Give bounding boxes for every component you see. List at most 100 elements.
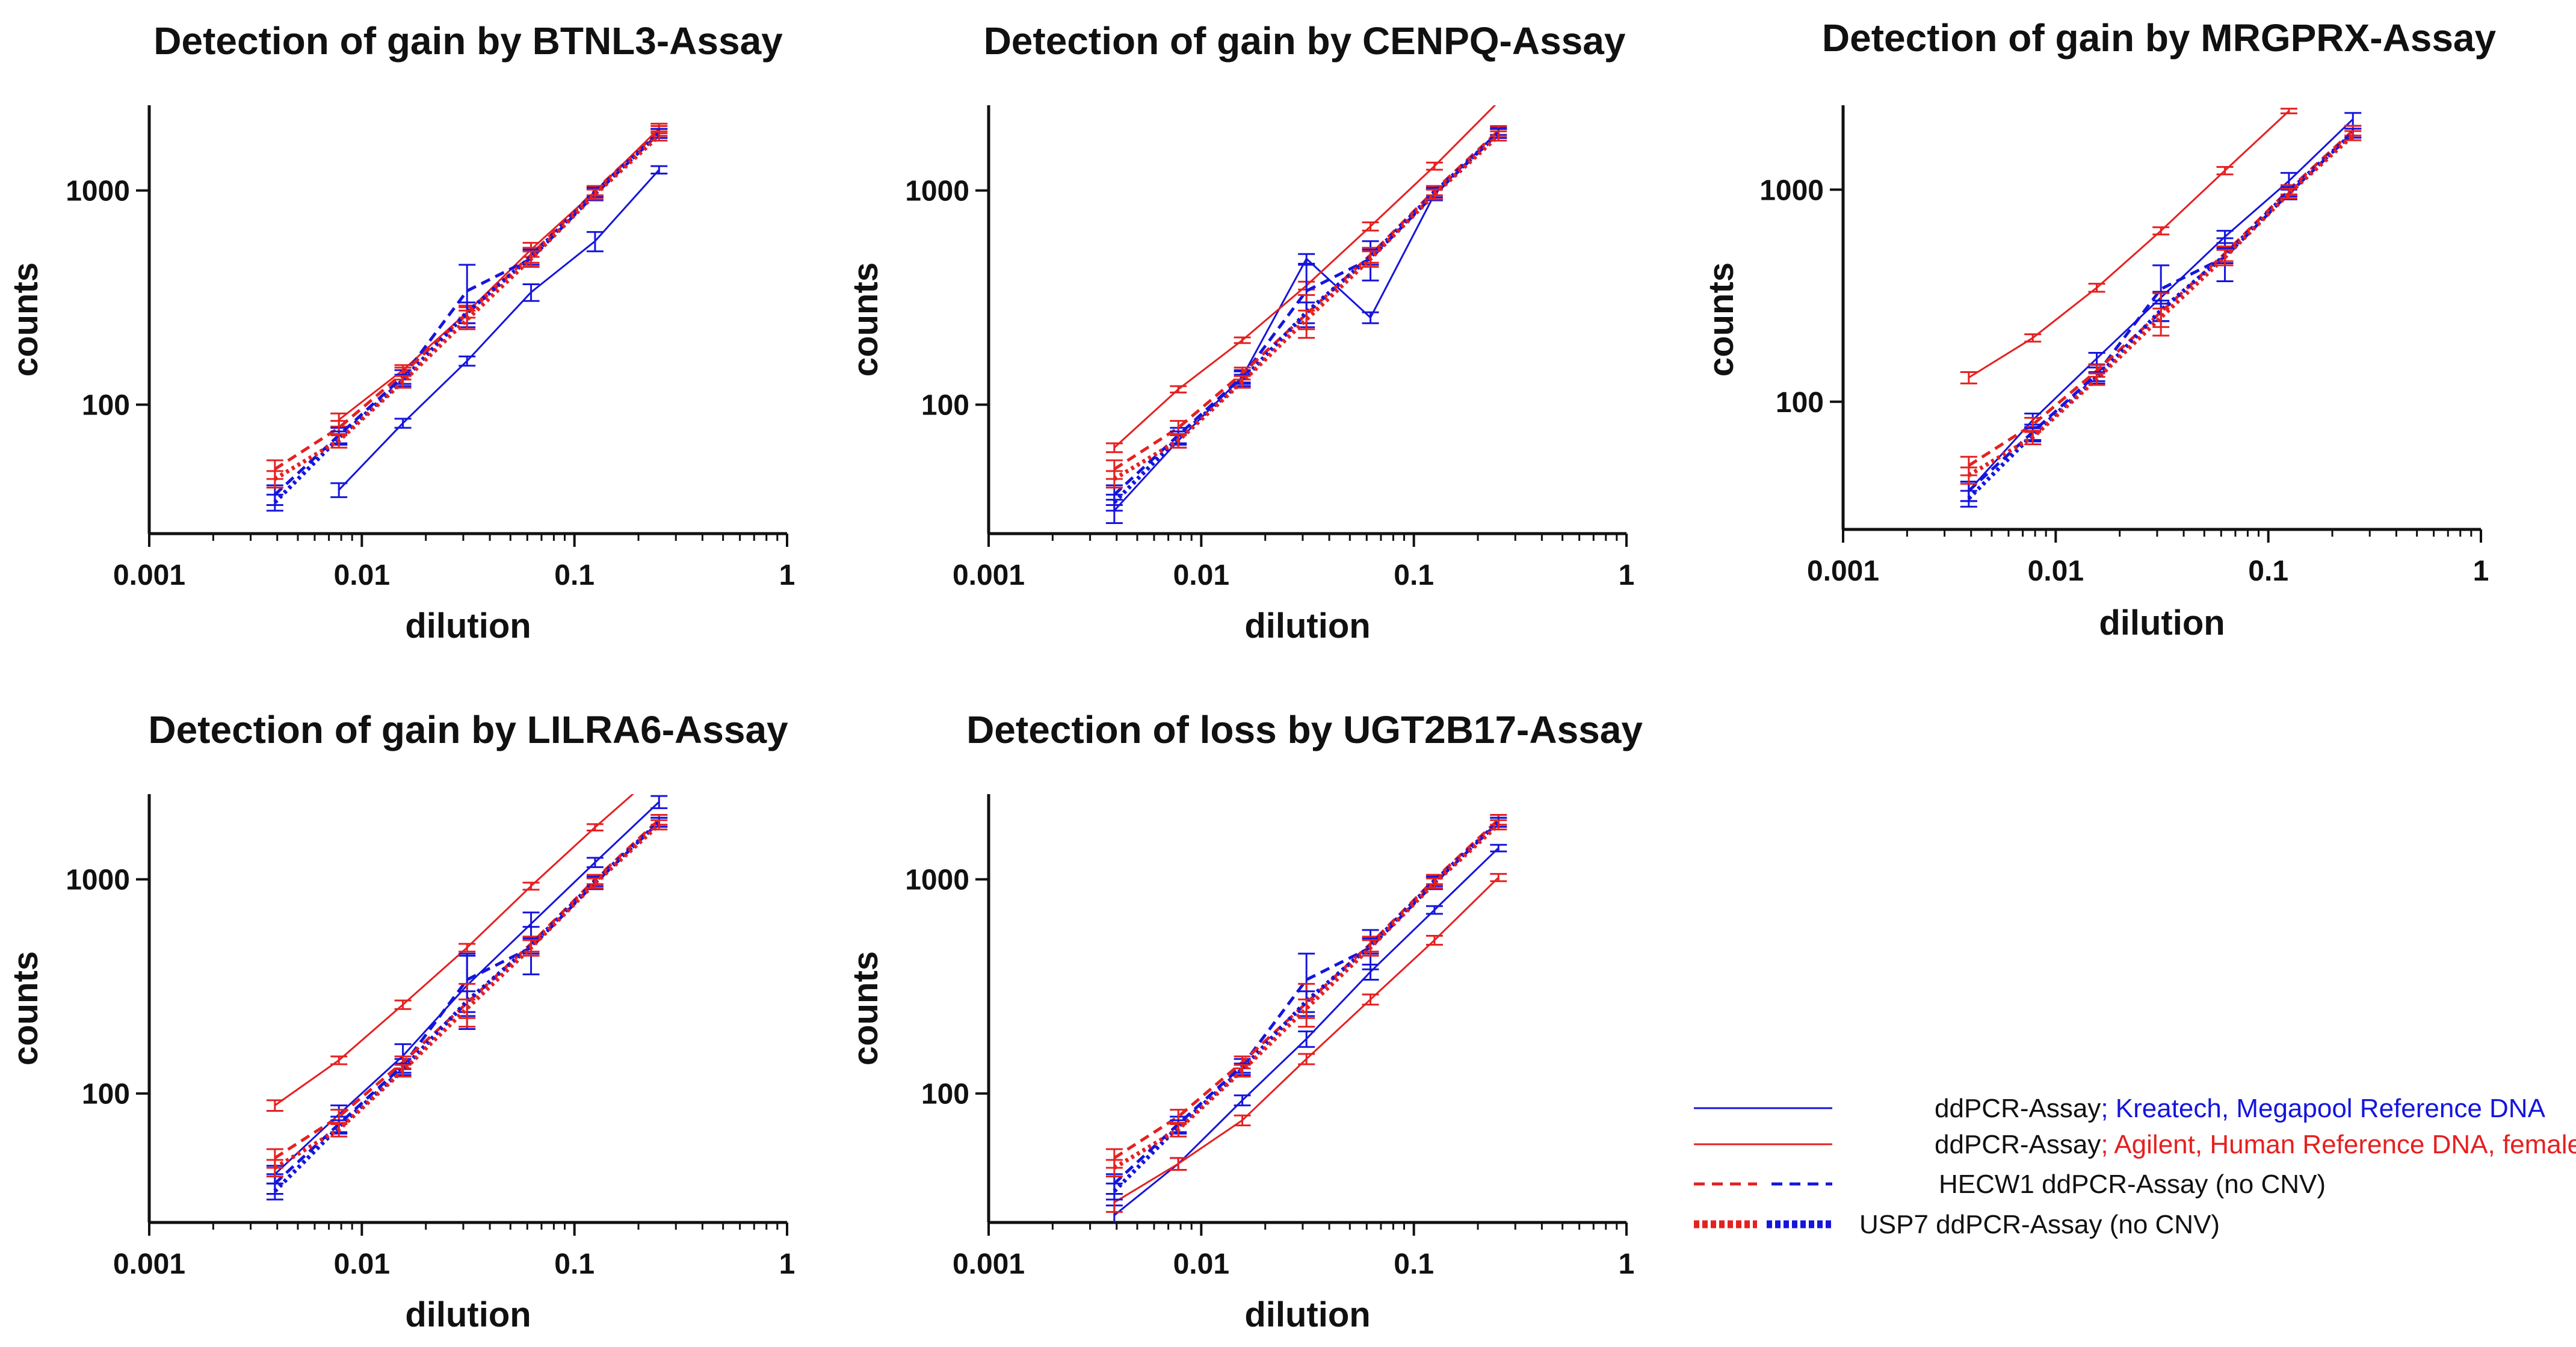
data-point xyxy=(1960,490,1977,508)
data-point xyxy=(1234,1094,1251,1106)
data-point xyxy=(586,231,604,253)
data-point xyxy=(394,418,412,429)
x-tick-label: 0.01 xyxy=(1173,1248,1229,1280)
series-group xyxy=(1105,105,1507,524)
y-tick-label: 1000 xyxy=(66,865,130,896)
legend-label: HECW1 ddPCR-Assay (no CNV) xyxy=(1939,1170,2326,1199)
data-point xyxy=(1490,130,1507,142)
data-point xyxy=(586,877,604,889)
data-point xyxy=(1362,250,1379,268)
x-tick-label: 0.1 xyxy=(1394,559,1434,591)
series-group xyxy=(1105,814,1507,1222)
x-tick-label: 0.01 xyxy=(1173,559,1229,591)
data-point xyxy=(1170,1121,1187,1138)
data-point xyxy=(2152,226,2170,236)
x-tick-label: 0.1 xyxy=(554,559,595,591)
y-tick-label: 1000 xyxy=(905,865,969,896)
y-tick-label: 1000 xyxy=(66,176,130,208)
x-axis-label: dilution xyxy=(405,606,531,646)
data-point xyxy=(1362,311,1379,324)
x-tick-label: 0.01 xyxy=(334,1248,390,1280)
chart-title: Detection of gain by MRGPRX-Assay xyxy=(1822,16,2497,60)
x-tick-label: 0.001 xyxy=(1807,555,1879,587)
data-point xyxy=(1234,1064,1251,1077)
data-point xyxy=(1490,819,1507,831)
data-point xyxy=(1298,998,1315,1019)
data-point xyxy=(1425,188,1443,200)
data-point xyxy=(522,881,540,891)
y-tick-label: 1000 xyxy=(1759,174,1824,206)
chart-panel-cenpq: Detection of gain by CENPQ-Assay dilutio… xyxy=(846,19,1634,646)
data-point xyxy=(522,939,540,957)
data-point xyxy=(266,1159,283,1178)
y-tick-label: 100 xyxy=(82,390,130,422)
x-tick-label: 0.01 xyxy=(2028,555,2084,587)
data-point xyxy=(266,493,283,512)
y-axis-label: counts xyxy=(6,262,45,377)
data-point xyxy=(394,1064,412,1077)
data-point xyxy=(459,943,476,953)
y-tick-label: 100 xyxy=(1776,387,1824,419)
data-point xyxy=(2280,108,2297,114)
data-point xyxy=(330,1121,348,1138)
x-tick-label: 0.001 xyxy=(113,1248,185,1280)
data-point xyxy=(1960,371,1977,384)
data-point xyxy=(650,130,668,142)
legend-label-detail: ; Kreatech, Megapool Reference DNA xyxy=(2101,1094,2545,1123)
data-point xyxy=(266,1099,283,1112)
chart-title: Detection of gain by CENPQ-Assay xyxy=(984,19,1626,63)
data-point xyxy=(2088,283,2105,293)
y-axis-label: counts xyxy=(6,951,45,1065)
data-point xyxy=(266,470,283,489)
plot-area: 0.001 0.01 0.1 1 100 1000 xyxy=(905,794,1634,1280)
x-tick-label: 0.1 xyxy=(1394,1248,1434,1280)
data-point xyxy=(650,795,668,809)
x-tick-label: 0.01 xyxy=(334,559,390,591)
legend-item-kreatech: ddPCR-Assay; Kreatech, Megapool Referenc… xyxy=(1694,1094,2546,1123)
legend: ddPCR-Assay; Kreatech, Megapool Referenc… xyxy=(1694,1094,2576,1239)
y-axis-label: counts xyxy=(846,262,885,377)
chart-title: Detection of loss by UGT2B17-Assay xyxy=(966,708,1643,751)
plot-area: 0.001 0.01 0.1 1 100 1000 xyxy=(905,105,1635,591)
data-point xyxy=(394,375,412,389)
data-point xyxy=(2088,372,2105,386)
data-point xyxy=(1234,375,1251,389)
data-point xyxy=(330,433,348,449)
x-tick-label: 1 xyxy=(779,1248,795,1280)
data-point xyxy=(459,355,476,367)
x-tick-label: 0.1 xyxy=(554,1248,595,1280)
legend-label: USP7 ddPCR-Assay (no CNV) xyxy=(1859,1210,2220,1239)
series-group xyxy=(266,794,668,1201)
data-point xyxy=(330,1055,348,1065)
plot-area: 0.001 0.01 0.1 1 100 1000 xyxy=(66,794,795,1280)
data-point xyxy=(1105,442,1123,454)
chart-title: Detection of gain by BTNL3-Assay xyxy=(153,19,783,63)
series-group xyxy=(266,123,668,512)
x-tick-label: 0.001 xyxy=(953,1248,1025,1280)
data-point xyxy=(1425,905,1443,915)
legend-item-agilent: ddPCR-Assay; Agilent, Human Reference DN… xyxy=(1694,1130,2576,1159)
data-point xyxy=(1425,877,1443,889)
legend-item-hecw1: HECW1 ddPCR-Assay (no CNV) xyxy=(1694,1170,2326,1199)
data-point xyxy=(1105,1159,1123,1178)
x-tick-label: 1 xyxy=(1619,559,1635,591)
data-point xyxy=(2088,352,2105,366)
data-point xyxy=(2024,333,2042,343)
x-tick-label: 1 xyxy=(1619,1248,1635,1280)
legend-label-prefix: ddPCR-Assay xyxy=(1935,1130,2101,1159)
y-tick-label: 100 xyxy=(921,390,969,422)
x-tick-label: 0.001 xyxy=(953,559,1025,591)
x-axis-label: dilution xyxy=(1244,606,1370,646)
data-point xyxy=(459,309,476,330)
legend-label-prefix: ddPCR-Assay xyxy=(1935,1094,2101,1123)
x-axis-label: dilution xyxy=(1244,1295,1370,1334)
data-point xyxy=(1490,843,1507,852)
data-point xyxy=(1298,1030,1315,1048)
data-point xyxy=(586,188,604,200)
legend-label-detail: ; Agilent, Human Reference DNA, female xyxy=(2101,1130,2576,1159)
data-point xyxy=(1425,935,1443,946)
x-axis-label: dilution xyxy=(405,1295,531,1334)
data-point xyxy=(2280,188,2297,200)
data-point xyxy=(1234,1114,1251,1127)
